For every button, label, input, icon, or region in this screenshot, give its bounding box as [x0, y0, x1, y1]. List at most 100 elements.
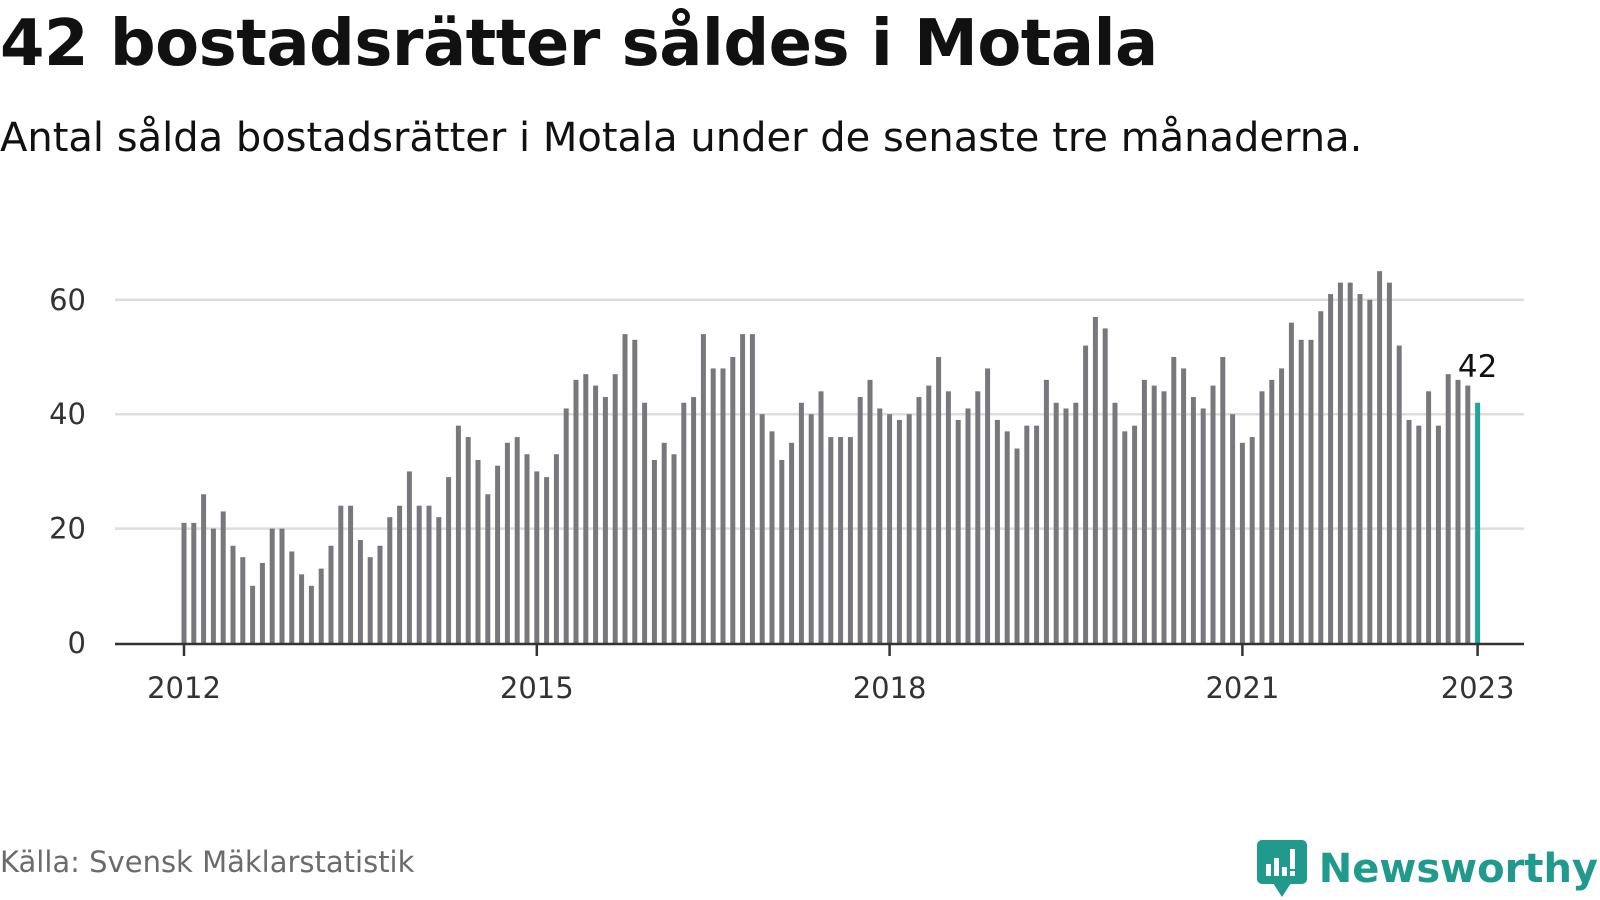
bar: [1337, 282, 1343, 643]
bar: [514, 437, 520, 643]
bar: [759, 414, 765, 643]
bar: [691, 397, 697, 643]
source-note: Källa: Svensk Mäklarstatistik: [0, 845, 415, 879]
bar: [406, 471, 412, 643]
bar: [446, 477, 452, 643]
bar: [994, 419, 1000, 643]
bar: [1063, 408, 1069, 643]
last-value-label: 42: [1458, 349, 1497, 385]
bar: [1298, 339, 1304, 643]
bar: [436, 517, 442, 643]
bar: [955, 419, 961, 643]
bar: [1367, 299, 1373, 643]
bar: [847, 437, 853, 643]
bar: [1475, 402, 1481, 643]
bar: [563, 408, 569, 643]
bar: [377, 545, 383, 643]
bar: [1259, 391, 1265, 643]
bar: [328, 545, 334, 643]
bar: [495, 465, 501, 643]
bar: [240, 557, 246, 643]
bar: [936, 357, 942, 643]
bar: [1053, 402, 1059, 643]
bar: [201, 494, 207, 643]
bar: [387, 517, 393, 643]
bar: [1318, 311, 1324, 643]
bar: [700, 334, 706, 643]
bar: [1171, 357, 1177, 643]
bar: [1406, 419, 1412, 643]
x-axis-ticks: 2012 2015 2018 2021 2023: [147, 644, 1515, 705]
bar: [299, 574, 305, 643]
bar: [622, 334, 628, 643]
bar: [1004, 431, 1010, 643]
bar: [504, 442, 510, 643]
y-tick-label: 60: [49, 283, 86, 317]
y-tick-label: 0: [68, 626, 86, 660]
bar: [710, 368, 716, 643]
bar: [808, 414, 814, 643]
y-tick-label: 40: [49, 397, 86, 431]
bar: [230, 545, 236, 643]
bar: [749, 334, 755, 643]
bar: [818, 391, 824, 643]
bar: [485, 494, 491, 643]
bar: [1288, 322, 1294, 643]
bar: [720, 368, 726, 643]
bar: [1435, 425, 1441, 643]
bar: [1220, 357, 1226, 643]
bar: [828, 437, 834, 643]
bar: [661, 442, 667, 643]
bar: [220, 511, 226, 643]
bar: [318, 568, 324, 643]
bar: [259, 562, 265, 643]
bar: [642, 402, 648, 643]
bar: [906, 414, 912, 643]
y-tick-label: 20: [49, 512, 86, 546]
bar: [1151, 385, 1157, 643]
bar: [181, 522, 187, 643]
bar: [1426, 391, 1432, 643]
annotations: 42: [1458, 349, 1497, 385]
bar: [279, 528, 285, 643]
bar: [357, 540, 363, 643]
bar: [945, 391, 951, 643]
bar: [1239, 442, 1245, 643]
brand-logo: Newsworthy: [1256, 838, 1598, 900]
bar: [455, 425, 461, 643]
bar: [779, 459, 785, 643]
bar: [593, 385, 599, 643]
bar: [798, 402, 804, 643]
bar: [1092, 316, 1098, 643]
bar: [916, 397, 922, 643]
x-tick-label: 2021: [1205, 671, 1279, 705]
bar: [1455, 379, 1461, 643]
bar: [289, 551, 295, 643]
bar: [1132, 425, 1138, 643]
bar: [857, 397, 863, 643]
x-tick-label: 2023: [1441, 671, 1515, 705]
bar: [426, 505, 432, 643]
bar: [671, 454, 677, 643]
bar: [1034, 425, 1040, 643]
bar: [769, 431, 775, 643]
bar: [632, 339, 638, 643]
bar: [1347, 282, 1353, 643]
bar: [308, 585, 314, 643]
bar: [877, 408, 883, 643]
chart-subtitle: Antal sålda bostadsrätter i Motala under…: [0, 115, 1363, 161]
x-tick-label: 2018: [853, 671, 927, 705]
y-axis-labels: 0 20 40 60: [49, 283, 86, 660]
bar: [583, 374, 589, 643]
x-tick-label: 2012: [147, 671, 221, 705]
bar: [1279, 368, 1285, 643]
bar: [602, 397, 608, 643]
bar: [210, 528, 216, 643]
bar: [651, 459, 657, 643]
brand-name: Newsworthy: [1318, 846, 1598, 892]
bar: [348, 505, 354, 643]
bar: [397, 505, 403, 643]
bar: [612, 374, 618, 643]
bar: [1043, 379, 1049, 643]
bar: [1102, 328, 1108, 643]
